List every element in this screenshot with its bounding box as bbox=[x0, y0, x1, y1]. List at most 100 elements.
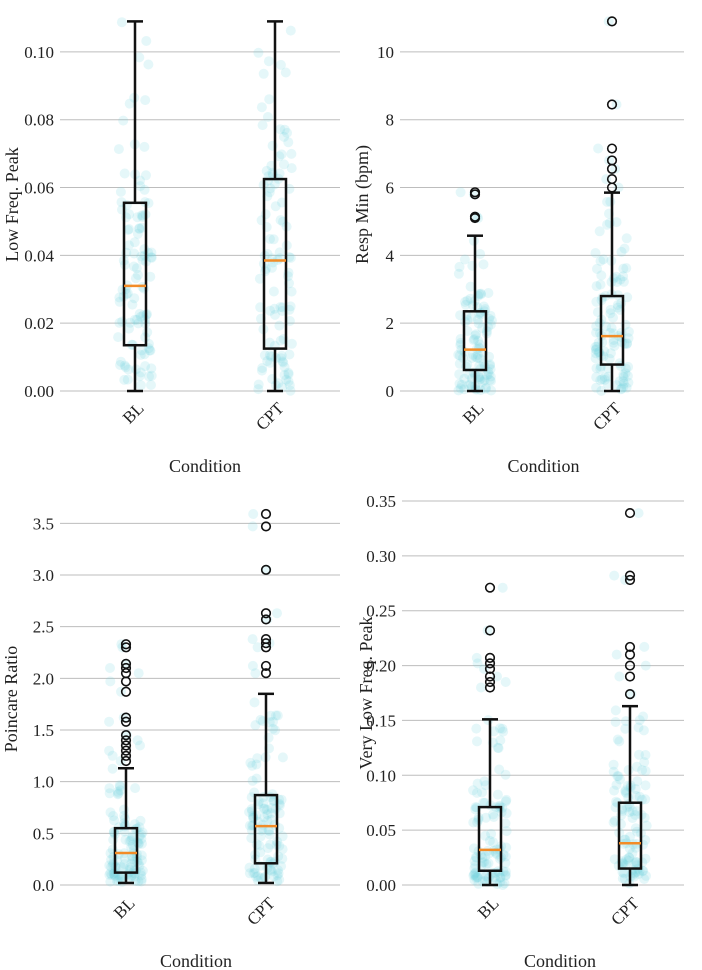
jitter-point bbox=[114, 317, 125, 328]
jitter-point bbox=[629, 871, 640, 882]
jitter-point bbox=[624, 843, 635, 854]
jitter-point bbox=[274, 874, 285, 885]
jitter-point bbox=[276, 353, 286, 364]
jitter-point bbox=[132, 735, 143, 746]
jitter-point bbox=[498, 726, 509, 737]
jitter-point bbox=[469, 874, 480, 885]
jitter-point bbox=[145, 271, 156, 282]
jitter-point bbox=[118, 862, 129, 873]
jitter-point bbox=[105, 848, 116, 859]
jitter-point bbox=[455, 187, 466, 198]
jitter-point bbox=[478, 259, 489, 270]
jitter-point bbox=[136, 855, 147, 866]
jitter-point bbox=[618, 263, 629, 274]
jitter-point bbox=[132, 314, 142, 325]
jitter-point bbox=[265, 710, 276, 721]
jitter-point bbox=[460, 296, 471, 307]
jitter-point bbox=[136, 251, 147, 262]
jitter-point bbox=[268, 286, 279, 297]
jitter-point bbox=[276, 350, 287, 361]
jitter-point bbox=[631, 857, 642, 868]
jitter-point bbox=[135, 815, 146, 826]
jitter-point bbox=[252, 753, 263, 764]
jitter-point bbox=[265, 183, 276, 194]
jitter-point bbox=[600, 372, 611, 383]
jitter-point bbox=[105, 676, 116, 687]
jitter-point bbox=[471, 329, 482, 340]
jitter-point bbox=[136, 850, 147, 861]
jitter-point bbox=[484, 375, 495, 385]
jitter-point bbox=[285, 25, 296, 36]
jitter-point bbox=[258, 798, 269, 809]
jitter-point bbox=[474, 289, 485, 299]
jitter-point bbox=[133, 876, 144, 887]
y-tick-label: 0.20 bbox=[366, 657, 396, 676]
jitter-point bbox=[268, 716, 278, 727]
jitter-point bbox=[629, 858, 640, 868]
jitter-point bbox=[481, 812, 491, 823]
jitter-point bbox=[494, 764, 505, 775]
jitter-point bbox=[613, 771, 624, 782]
jitter-point bbox=[125, 862, 136, 873]
jitter-point bbox=[286, 163, 297, 174]
y-tick-label: 0.25 bbox=[366, 602, 396, 621]
jitter-point bbox=[478, 797, 489, 808]
jitter-point bbox=[623, 326, 634, 337]
jitter-point bbox=[244, 820, 255, 831]
jitter-point bbox=[127, 853, 138, 864]
jitter-point bbox=[483, 288, 494, 298]
jitter-point bbox=[590, 248, 601, 258]
jitter-point bbox=[621, 854, 632, 865]
jitter-point bbox=[470, 330, 481, 341]
jitter-point bbox=[471, 872, 481, 883]
jitter-point bbox=[479, 776, 490, 787]
jitter-point bbox=[255, 831, 266, 842]
jitter-point bbox=[261, 264, 271, 274]
jitter-point bbox=[129, 248, 140, 259]
jitter-point bbox=[253, 379, 264, 390]
jitter-point bbox=[270, 309, 280, 320]
jitter-point bbox=[602, 219, 612, 230]
jitter-point bbox=[482, 625, 493, 636]
jitter-point bbox=[137, 865, 148, 876]
jitter-point bbox=[136, 345, 147, 356]
jitter-point bbox=[264, 187, 275, 198]
jitter-point bbox=[501, 826, 512, 837]
jitter-point bbox=[136, 870, 147, 881]
jitter-point bbox=[139, 349, 150, 360]
jitter-point bbox=[264, 829, 275, 840]
outlier-point bbox=[120, 662, 132, 674]
jitter-point bbox=[123, 364, 134, 375]
jitter-point bbox=[640, 780, 651, 791]
jitter-point bbox=[284, 380, 295, 391]
jitter-point bbox=[137, 827, 148, 838]
jitter-point bbox=[104, 788, 115, 799]
jitter-point bbox=[596, 270, 607, 281]
jitter-point bbox=[484, 360, 495, 371]
outlier-point bbox=[260, 564, 272, 575]
jitter-point bbox=[115, 356, 126, 367]
jitter-point bbox=[124, 836, 135, 847]
outlier-point bbox=[484, 676, 496, 688]
jitter-point bbox=[124, 98, 135, 109]
jitter-point bbox=[105, 876, 116, 887]
jitter-point bbox=[136, 838, 147, 849]
jitter-point bbox=[609, 570, 620, 581]
jitter-point bbox=[453, 268, 464, 279]
jitter-point bbox=[275, 302, 286, 313]
jitter-point bbox=[606, 323, 617, 333]
jitter-point bbox=[124, 323, 134, 334]
jitter-point bbox=[262, 809, 273, 820]
jitter-point bbox=[119, 168, 130, 179]
jitter-point bbox=[129, 871, 140, 882]
jitter-point bbox=[115, 360, 126, 370]
jitter-point bbox=[264, 717, 275, 728]
jitter-point bbox=[120, 834, 131, 845]
x-axis-title: Condition bbox=[507, 456, 579, 476]
jitter-point bbox=[479, 797, 490, 808]
jitter-point bbox=[255, 847, 266, 858]
jitter-point bbox=[616, 246, 627, 257]
jitter-point bbox=[624, 807, 635, 818]
y-tick-label: 0.02 bbox=[24, 314, 54, 333]
